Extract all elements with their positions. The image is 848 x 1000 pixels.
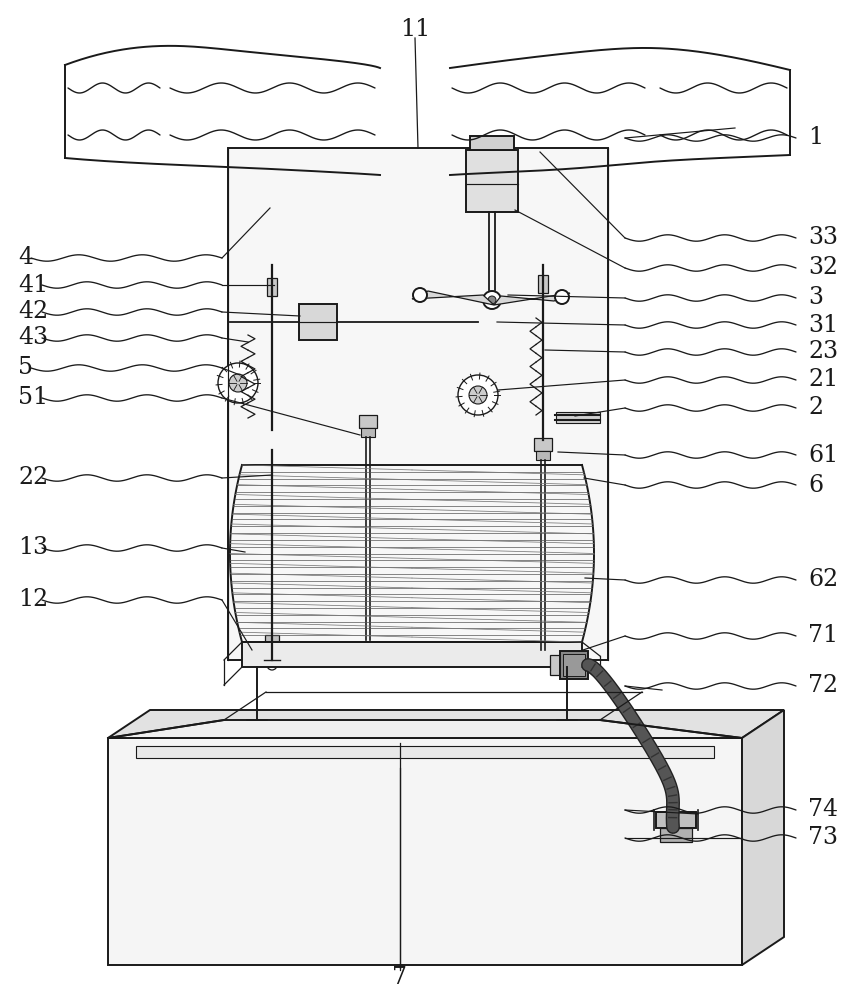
Bar	[299, 304, 337, 340]
Bar	[136, 746, 714, 758]
Bar	[556, 412, 600, 423]
Polygon shape	[108, 720, 742, 738]
Text: 51: 51	[18, 386, 48, 410]
Text: 4: 4	[18, 246, 33, 269]
Bar	[534, 438, 552, 451]
Circle shape	[483, 291, 501, 309]
Polygon shape	[412, 291, 494, 305]
Text: 22: 22	[18, 466, 48, 489]
Circle shape	[413, 288, 427, 302]
Text: 42: 42	[18, 300, 48, 324]
Text: 32: 32	[808, 256, 838, 279]
Bar	[470, 136, 514, 150]
Circle shape	[555, 290, 569, 304]
Text: 6: 6	[808, 474, 823, 496]
Text: 11: 11	[400, 18, 430, 41]
Text: 13: 13	[18, 536, 48, 560]
Text: 7: 7	[393, 966, 408, 990]
Circle shape	[229, 374, 247, 392]
Text: 2: 2	[808, 396, 823, 420]
Text: 74: 74	[808, 798, 838, 822]
Bar	[560, 651, 588, 679]
Bar	[563, 654, 585, 676]
Text: 73: 73	[808, 826, 838, 850]
Polygon shape	[494, 293, 570, 305]
Polygon shape	[742, 710, 784, 965]
Text: 61: 61	[808, 444, 839, 466]
Text: 3: 3	[808, 286, 823, 310]
Circle shape	[469, 386, 487, 404]
Text: 21: 21	[808, 368, 839, 391]
Bar	[242, 642, 582, 667]
Bar	[267, 278, 277, 296]
Bar	[228, 148, 608, 660]
Text: 23: 23	[808, 340, 838, 363]
Bar	[361, 428, 375, 437]
Text: 31: 31	[808, 314, 838, 336]
Polygon shape	[108, 710, 784, 738]
Bar	[267, 645, 277, 653]
Bar	[536, 451, 550, 460]
Bar	[466, 150, 518, 212]
Text: 72: 72	[808, 674, 838, 698]
Text: 5: 5	[18, 357, 33, 379]
Bar	[656, 812, 696, 828]
Text: 1: 1	[808, 126, 823, 149]
Circle shape	[253, 716, 261, 724]
Text: 12: 12	[18, 588, 48, 611]
Bar	[359, 415, 377, 428]
Text: 33: 33	[808, 227, 838, 249]
Circle shape	[458, 375, 498, 415]
Bar	[538, 275, 548, 293]
Bar	[550, 655, 560, 675]
Bar	[660, 828, 692, 842]
Text: 71: 71	[808, 624, 838, 648]
Text: 43: 43	[18, 326, 48, 350]
Text: 41: 41	[18, 273, 48, 296]
Bar	[108, 738, 742, 965]
Circle shape	[488, 296, 496, 304]
Bar	[265, 635, 279, 645]
Circle shape	[218, 363, 258, 403]
Text: 62: 62	[808, 568, 839, 591]
Circle shape	[267, 660, 277, 670]
